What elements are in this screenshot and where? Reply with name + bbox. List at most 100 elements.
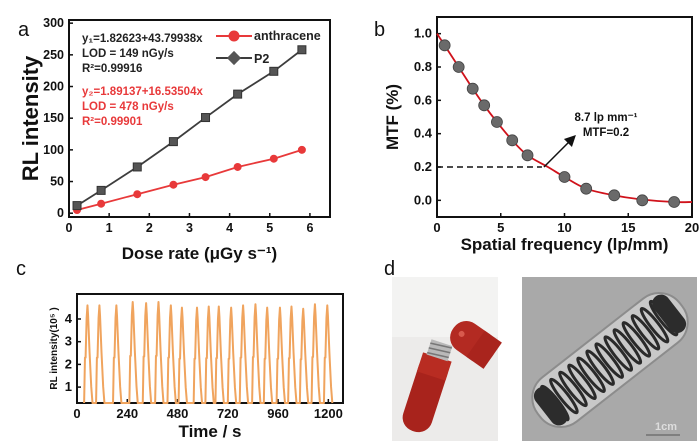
x-tick-label: 20 bbox=[685, 220, 699, 235]
x-tick-label: 4 bbox=[226, 221, 233, 235]
equation-anthracene: y₂=1.89137+16.53504x bbox=[82, 86, 203, 98]
spring-coil bbox=[585, 349, 615, 386]
panel-label-a: a bbox=[18, 19, 30, 41]
spring-coil bbox=[594, 342, 625, 379]
data-point-anthracene bbox=[201, 173, 210, 182]
mtf-data-point bbox=[608, 189, 621, 202]
chart-dose-rate: 0 1 2 3 4 5 6 0 50 100 150 200 250 300 Dose rate (μGy … bbox=[18, 16, 331, 263]
y-tick-label: 0.0 bbox=[414, 192, 432, 207]
equation-p2: y₁=1.82623+43.79938x bbox=[82, 33, 203, 45]
x-axis-label: Spatial frequency (lp/mm) bbox=[461, 235, 669, 254]
y-tick-label: 300 bbox=[43, 16, 64, 30]
legend-marker-anthracene bbox=[228, 30, 240, 42]
plot-frame bbox=[76, 293, 344, 404]
data-point-p2 bbox=[269, 66, 279, 76]
mtf-data-point bbox=[558, 171, 571, 183]
x-tick-label: 720 bbox=[217, 406, 239, 421]
annotation-arrow-head bbox=[563, 135, 576, 147]
spring-coil bbox=[630, 314, 661, 351]
r2-p2: R²=0.99916 bbox=[82, 63, 142, 75]
spring-coil bbox=[567, 363, 597, 401]
chart-mtf: 0 5 10 15 20 0.0 0.2 0.4 0.6 0.8 1.0 Spatial freque… bbox=[383, 16, 699, 254]
x-tick-label: 480 bbox=[167, 406, 189, 421]
data-point-anthracene bbox=[269, 154, 278, 163]
x-tick-label: 960 bbox=[267, 406, 289, 421]
x-tick-label: 5 bbox=[497, 220, 504, 235]
y-tick-label: 1 bbox=[65, 379, 72, 394]
data-point-p2 bbox=[201, 113, 211, 123]
y-tick-label: 250 bbox=[43, 48, 64, 62]
photo-capsule bbox=[392, 277, 502, 441]
chart-rl-cycles: 0 240 480 720 960 1200 1 2 3 4 Time / s RL intensit… bbox=[49, 293, 344, 441]
series-line-p2 bbox=[76, 49, 303, 207]
data-point-anthracene bbox=[97, 199, 106, 208]
lod-anthracene: LOD = 478 nGy/s bbox=[82, 101, 174, 113]
equations-p2: y₁=1.82623+43.79938x LOD = 149 nGy/s R²=… bbox=[82, 33, 203, 75]
y-axis-label: RL intensity bbox=[18, 55, 43, 181]
y-tick-label: 0.2 bbox=[414, 159, 432, 174]
mtf-data-point bbox=[636, 194, 649, 207]
y-tick-label: 0.6 bbox=[414, 92, 432, 107]
legend-label-anthracene: anthracene bbox=[254, 29, 321, 43]
data-point-p2 bbox=[132, 162, 142, 172]
x-tick-label: 1 bbox=[106, 221, 113, 235]
data-point-anthracene bbox=[169, 180, 178, 189]
data-point-p2 bbox=[233, 89, 243, 99]
spring-coil bbox=[558, 370, 588, 408]
legend-label-p2: P2 bbox=[254, 52, 269, 66]
x-tick-label: 10 bbox=[557, 220, 571, 235]
x-tick-label: 240 bbox=[116, 406, 138, 421]
plot-frame bbox=[436, 16, 693, 218]
spring-coil bbox=[612, 328, 643, 365]
spring-coil bbox=[603, 335, 634, 372]
data-point-p2 bbox=[72, 201, 82, 211]
x-tick-label: 3 bbox=[186, 221, 193, 235]
data-point-anthracene bbox=[233, 162, 242, 171]
mtf-data-point bbox=[580, 182, 593, 195]
y-tick-label: 1.0 bbox=[414, 26, 432, 41]
spring-coil bbox=[621, 321, 652, 358]
mtf-annotation-frequency: 8.7 lp mm⁻¹ bbox=[575, 112, 638, 124]
mtf-data-point bbox=[668, 196, 681, 208]
x-axis-label: Dose rate (μGy s⁻¹) bbox=[122, 244, 277, 263]
legend-marker-p2 bbox=[226, 50, 242, 66]
x-tick-label: 2 bbox=[146, 221, 153, 235]
y-tick-label: 2 bbox=[65, 356, 72, 371]
mtf-data-point bbox=[466, 82, 479, 95]
spring-coil bbox=[639, 306, 670, 344]
x-axis-label: Time / s bbox=[179, 422, 242, 441]
mtf-data-point bbox=[491, 116, 503, 128]
mtf-data-point bbox=[506, 134, 519, 147]
data-point-anthracene bbox=[133, 190, 142, 199]
y-tick-label: 3 bbox=[65, 334, 72, 349]
x-tick-label: 5 bbox=[266, 221, 273, 235]
rl-intensity-trace bbox=[83, 300, 334, 404]
y-axis-label: RL intensity(10⁵ ) bbox=[49, 307, 60, 389]
y-axis-label: MTF (%) bbox=[383, 84, 402, 150]
spring-coil bbox=[549, 377, 579, 415]
equations-anthracene: y₂=1.89137+16.53504x LOD = 478 nGy/s R²=… bbox=[82, 86, 203, 128]
y-tick-label: 100 bbox=[43, 143, 64, 157]
mtf-data-point bbox=[452, 61, 465, 73]
panel-label-b: b bbox=[374, 19, 385, 41]
x-tick-label: 0 bbox=[73, 406, 80, 421]
x-tick-label: 0 bbox=[66, 221, 73, 235]
photo-xray: 1cm bbox=[522, 277, 697, 441]
data-point-p2 bbox=[96, 185, 106, 195]
scale-bar-label: 1cm bbox=[655, 421, 677, 433]
y-tick-label: 4 bbox=[65, 311, 73, 326]
x-tick-label: 6 bbox=[306, 221, 313, 235]
mtf-data-point bbox=[478, 99, 491, 112]
mtf-annotation-value: MTF=0.2 bbox=[583, 127, 629, 139]
y-tick-label: 0 bbox=[57, 206, 64, 220]
y-tick-label: 150 bbox=[43, 111, 64, 125]
r2-anthracene: R²=0.99901 bbox=[82, 116, 143, 128]
y-tick-label: 0.8 bbox=[414, 59, 432, 74]
spring-coil bbox=[576, 356, 606, 394]
y-tick-label: 50 bbox=[50, 175, 64, 189]
panel-label-c: c bbox=[16, 258, 26, 280]
panel-label-d: d bbox=[384, 258, 395, 280]
mtf-data-point bbox=[438, 39, 451, 52]
series-line-anthracene bbox=[76, 148, 303, 211]
